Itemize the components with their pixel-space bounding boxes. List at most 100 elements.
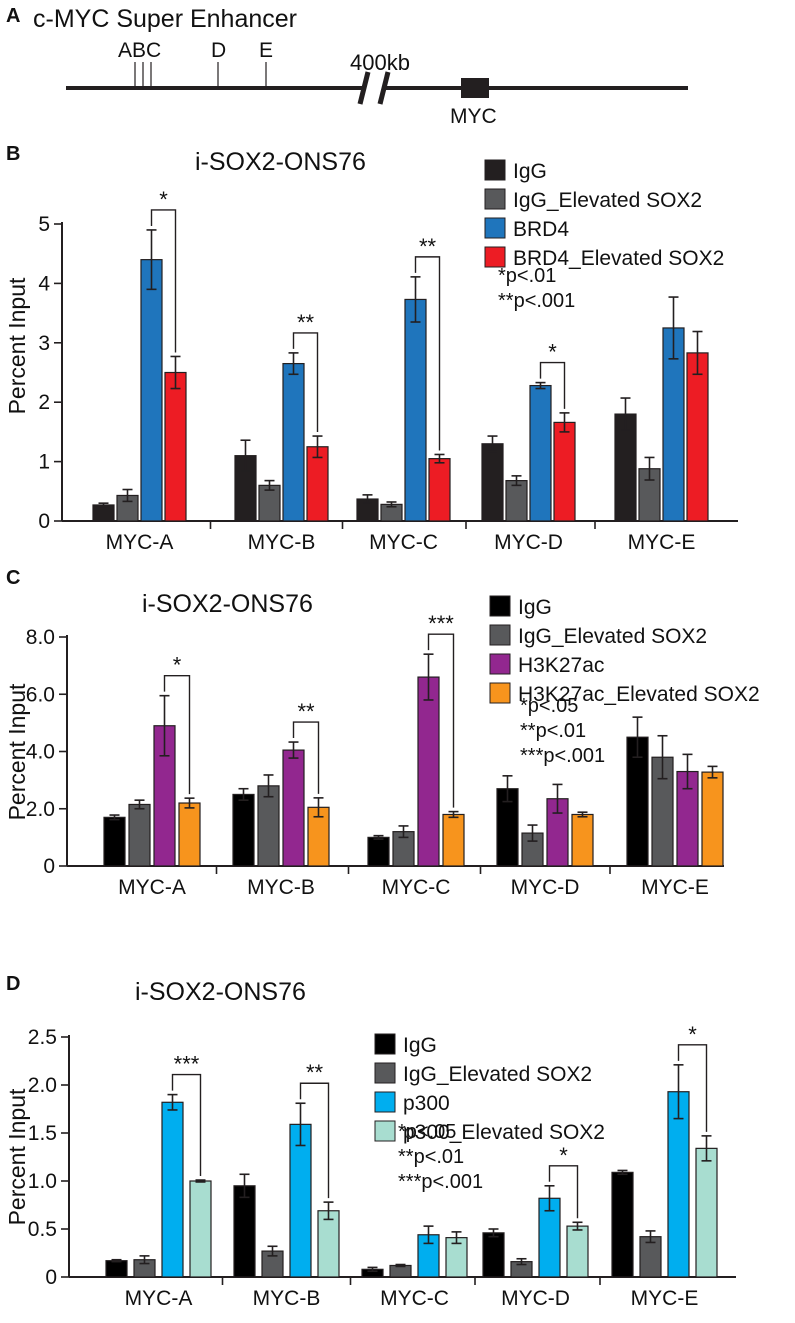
p0-category-label: MYC-C <box>369 531 438 554</box>
p1-category-label: MYC-E <box>641 876 709 899</box>
p0-y-tick-label: 4 <box>38 272 50 295</box>
panel-d-ylabel: Percent Input <box>4 1088 30 1225</box>
p2-pvalue-note: **p<.01 <box>398 1146 464 1168</box>
panel-d-title: i-SOX2-ONS76 <box>135 978 306 1006</box>
panel-b-chart: B i-SOX2-ONS76 Percent Input 0 1 2 3 4 5 MYC-A… <box>4 143 738 554</box>
p1-bar <box>442 813 465 867</box>
p0-significance-label: ** <box>297 310 315 335</box>
p0-bar <box>164 371 187 522</box>
p0-bar <box>481 443 504 522</box>
p0-category-label: MYC-B <box>248 531 316 554</box>
site-d-label: D <box>211 39 226 62</box>
p1-legend-swatch <box>489 682 511 704</box>
p1-y-tick-label: 8.0 <box>26 626 55 649</box>
p0-y-tick-label: 0 <box>38 510 50 533</box>
break-mark-right <box>377 71 391 105</box>
p2-legend-label: p300 <box>403 1092 450 1115</box>
p1-bar <box>282 749 305 867</box>
p0-legend-label: IgG_Elevated SOX2 <box>513 189 702 212</box>
p2-category-label: MYC-B <box>253 1287 321 1310</box>
p1-bar <box>571 813 594 867</box>
p2-y-tick-label: 0.5 <box>28 1218 57 1241</box>
p0-significance-bracket <box>539 361 566 409</box>
p1-y-tick-label: 6.0 <box>26 683 55 706</box>
p0-bar <box>428 458 451 522</box>
p1-bar <box>103 816 126 867</box>
p0-significance-label: * <box>159 187 168 212</box>
p0-bar <box>686 352 709 522</box>
p2-significance-label: ** <box>306 1060 324 1085</box>
p0-legend-swatch <box>484 217 506 239</box>
p2-y-tick-label: 2.0 <box>28 1074 57 1097</box>
panel-a-title: c-MYC Super Enhancer <box>33 5 297 33</box>
p1-category-label: MYC-A <box>118 876 186 899</box>
p1-category-label: MYC-D <box>511 876 580 899</box>
p2-legend-swatch <box>374 1120 396 1142</box>
site-e-label: E <box>259 39 273 62</box>
panel-d-chart: D i-SOX2-ONS76 Percent Input 0 0.5 1.0 1.5 2… <box>4 973 736 1310</box>
p2-significance-label: * <box>559 1143 568 1168</box>
p0-bar <box>553 421 576 522</box>
p1-legend-swatch <box>489 624 511 646</box>
p2-legend-swatch <box>374 1033 396 1055</box>
break-distance-label: 400kb <box>350 50 410 75</box>
p2-legend-label: IgG <box>403 1034 437 1057</box>
panel-a-letter: A <box>6 5 20 27</box>
p0-pvalue-note: **p<.001 <box>498 290 575 312</box>
p2-y-tick-label: 2.5 <box>28 1026 57 1049</box>
p2-y-tick-label: 1.0 <box>28 1170 57 1193</box>
p1-legend-swatch <box>489 595 511 617</box>
p0-y-tick-label: 5 <box>38 213 50 236</box>
p2-legend-label: IgG_Elevated SOX2 <box>403 1063 592 1086</box>
p1-legend-label: IgG <box>518 596 552 619</box>
p2-significance-bracket <box>171 1073 202 1177</box>
p2-category-label: MYC-D <box>501 1287 570 1310</box>
break-mark-left <box>357 71 371 105</box>
p0-legend-label: BRD4 <box>513 218 569 241</box>
p2-pvalue-note: ***p<.001 <box>398 1171 483 1193</box>
p0-bar <box>140 259 163 522</box>
p1-significance-label: * <box>173 653 182 678</box>
p0-significance-label: * <box>548 340 557 365</box>
site-abc-label: ABC <box>118 39 161 62</box>
p0-bar <box>404 298 427 522</box>
p1-legend-label: H3K27ac <box>518 654 604 677</box>
p0-legend-swatch <box>484 159 506 181</box>
p2-significance-bracket <box>548 1165 579 1219</box>
p1-category-label: MYC-C <box>382 876 451 899</box>
p2-significance-label: * <box>688 1022 697 1047</box>
panel-c-ylabel: Percent Input <box>4 683 30 820</box>
p0-category-label: MYC-D <box>494 531 563 554</box>
p2-bar <box>566 1225 589 1278</box>
p1-legend-label: H3K27ac_Elevated SOX2 <box>518 683 760 706</box>
p2-bar <box>289 1123 312 1278</box>
p2-legend-label: p300_Elevated SOX2 <box>403 1121 605 1144</box>
p1-category-label: MYC-B <box>247 876 315 899</box>
p1-y-tick-label: 0 <box>43 855 55 878</box>
p1-bar <box>367 836 390 867</box>
p0-significance-bracket <box>150 209 177 353</box>
panel-c-letter: C <box>6 567 20 589</box>
p1-legend-swatch <box>489 653 511 675</box>
p2-category-label: MYC-C <box>380 1287 449 1310</box>
p2-bar <box>233 1185 256 1278</box>
p2-legend-swatch <box>374 1062 396 1084</box>
p2-significance-bracket <box>677 1044 708 1132</box>
p1-pvalue-note: ***p<.001 <box>520 745 605 767</box>
p2-pvalue-note: *p<.05 <box>398 1121 456 1143</box>
p1-bar <box>257 785 280 867</box>
p0-legend-swatch <box>484 188 506 210</box>
p2-bar <box>667 1091 690 1278</box>
p2-y-tick-label: 1.5 <box>28 1122 57 1145</box>
p0-legend-label: IgG <box>513 160 547 183</box>
panel-b-ylabel: Percent Input <box>4 277 30 414</box>
p1-y-tick-label: 4.0 <box>26 741 55 764</box>
p0-legend-swatch <box>484 246 506 268</box>
p1-pvalue-note: *p<.05 <box>520 695 578 717</box>
p0-category-label: MYC-E <box>628 531 696 554</box>
p2-legend-swatch <box>374 1091 396 1113</box>
p0-legend-label: BRD4_Elevated SOX2 <box>513 247 724 270</box>
